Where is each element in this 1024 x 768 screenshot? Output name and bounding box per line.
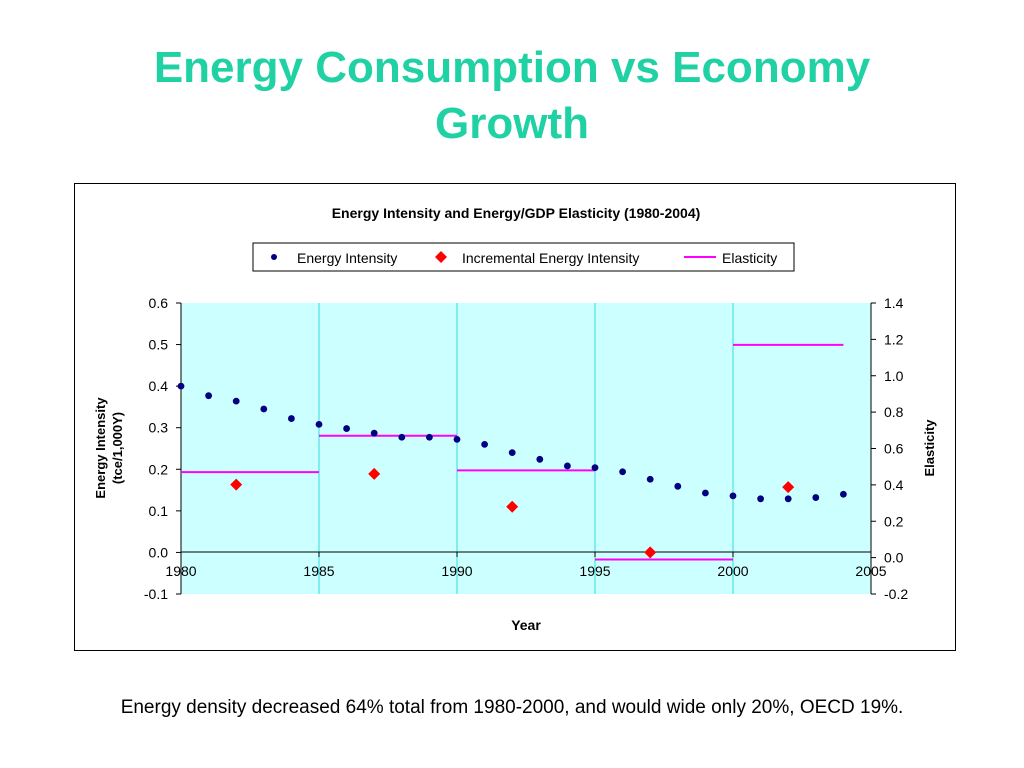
- incremental-point-2002: [782, 481, 795, 494]
- legend-marker-energy-intensity: [271, 254, 277, 260]
- left-tick-label-0.2: 0.2: [149, 461, 169, 477]
- energy-intensity-point-2003: [812, 494, 820, 501]
- incremental-point-1982: [230, 478, 243, 491]
- energy-intensity-point-1983: [260, 405, 268, 413]
- x-axis-label: Year: [511, 617, 541, 633]
- energy-intensity-point-2001: [757, 495, 764, 503]
- left-tick-label-0.3: 0.3: [149, 420, 169, 436]
- left-tick-label-0.4: 0.4: [149, 378, 169, 394]
- right-tick-label-0.8: 0.8: [884, 404, 904, 420]
- energy-intensity-point-1996: [619, 468, 626, 476]
- right-tick-label-1.2: 1.2: [884, 331, 904, 347]
- left-tick-label-0.1: 0.1: [149, 503, 169, 519]
- right-tick-label-0.2: 0.2: [884, 513, 904, 529]
- energy-intensity-point-1989: [426, 433, 433, 441]
- x-tick-label-2000: 2000: [717, 563, 748, 579]
- incremental-point-1997: [644, 546, 657, 559]
- energy-intensity-point-1995: [591, 464, 599, 472]
- energy-intensity-point-1985: [315, 420, 323, 428]
- incremental-point-1987: [368, 467, 381, 480]
- left-tick-label-0.5: 0.5: [149, 337, 169, 353]
- vertical-gridlines: [318, 303, 734, 594]
- chart-svg: Energy Intensity and Energy/GDP Elastici…: [93, 205, 937, 633]
- right-tick-label-1.4: 1.4: [884, 295, 904, 311]
- slide-title: Energy Consumption vs Economy Growth: [0, 40, 1024, 152]
- right-axis-label-wrapper: Elasticity: [922, 419, 937, 477]
- x-axis-ticks: 1980 1985 1990 1995 2000 2005: [165, 552, 887, 579]
- chart-frame: Energy Intensity and Energy/GDP Elastici…: [74, 183, 956, 651]
- energy-intensity-point-2002: [784, 495, 792, 503]
- x-tick-label-1995: 1995: [579, 563, 610, 579]
- energy-intensity-point-1999: [702, 489, 709, 497]
- energy-intensity-point-1986: [343, 425, 350, 432]
- series-incremental-energy-intensity: [230, 467, 795, 559]
- energy-intensity-point-1992: [508, 449, 516, 457]
- x-tick-label-2005: 2005: [855, 563, 886, 579]
- chart-title: Energy Intensity and Energy/GDP Elastici…: [332, 205, 701, 221]
- right-tick-label-1.0: 1.0: [884, 368, 904, 384]
- slide-title-line-2: Growth: [435, 99, 589, 148]
- incremental-point-1992: [506, 500, 519, 513]
- legend-label-elasticity: Elasticity: [722, 250, 777, 266]
- energy-intensity-point-2000: [729, 492, 737, 500]
- x-tick-label-1985: 1985: [303, 563, 334, 579]
- energy-intensity-point-2004: [840, 490, 847, 498]
- right-tick-label-0.4: 0.4: [884, 477, 904, 493]
- energy-intensity-point-1984: [288, 415, 295, 422]
- legend-marker-incremental: [435, 251, 447, 263]
- energy-intensity-point-1994: [564, 462, 571, 470]
- energy-intensity-point-1982: [232, 397, 240, 405]
- series-energy-intensity: [177, 382, 847, 503]
- series-elasticity: [181, 343, 844, 561]
- left-tick-label--0.1: -0.1: [144, 586, 168, 602]
- energy-intensity-point-1993: [536, 455, 544, 463]
- right-axis-ticks: 1.4 1.2 1.0 0.8 0.6 0.4 0.2 0.0 -0.2: [871, 295, 908, 602]
- right-tick-label--0.2: -0.2: [884, 586, 908, 602]
- right-axis-label: Elasticity: [922, 419, 937, 477]
- x-tick-label-1990: 1990: [441, 563, 472, 579]
- energy-intensity-point-1998: [674, 482, 682, 490]
- energy-intensity-point-1981: [205, 392, 213, 400]
- legend-label-incremental: Incremental Energy Intensity: [462, 250, 639, 266]
- legend: Energy Intensity Incremental Energy Inte…: [252, 242, 795, 272]
- energy-intensity-point-1991: [481, 440, 488, 448]
- left-tick-label-0.0: 0.0: [149, 544, 169, 560]
- left-axis-label-line-1: Energy Intensity: [93, 397, 108, 499]
- plot-area: [181, 303, 871, 594]
- legend-label-energy-intensity: Energy Intensity: [297, 250, 397, 266]
- left-tick-label-0.6: 0.6: [149, 295, 169, 311]
- left-axis-ticks: 0.6 0.5 0.4 0.3 0.2 0.1 0.0 -0.1: [144, 295, 181, 602]
- energy-intensity-point-1997: [646, 475, 654, 483]
- left-axis-label-line-2: (tce/1,000Y): [110, 412, 125, 484]
- energy-intensity-point-1988: [398, 433, 406, 441]
- energy-intensity-point-1990: [453, 435, 461, 443]
- slide-caption: Energy density decreased 64% total from …: [120, 697, 904, 718]
- energy-intensity-point-1980: [177, 382, 185, 390]
- right-tick-label-0.6: 0.6: [884, 441, 904, 457]
- right-tick-label-0.0: 0.0: [884, 550, 904, 566]
- left-axis-label: Energy Intensity (tce/1,000Y): [93, 397, 125, 499]
- x-tick-label-1980: 1980: [165, 563, 196, 579]
- energy-intensity-point-1987: [370, 429, 378, 437]
- slide-title-line-1: Energy Consumption vs Economy: [153, 43, 871, 92]
